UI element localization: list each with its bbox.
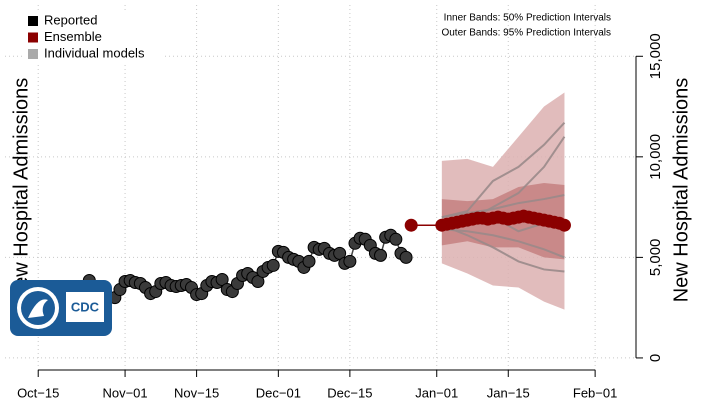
legend-label: Ensemble xyxy=(44,29,102,44)
y-tick-label: 5,000 xyxy=(647,239,664,277)
model-line xyxy=(441,194,565,219)
x-tick-label: Oct−15 xyxy=(17,385,59,400)
point xyxy=(557,218,571,232)
point xyxy=(266,258,280,272)
x-tick-label: Feb−01 xyxy=(573,385,617,400)
y-tick-label: 0 xyxy=(647,354,664,362)
y-axis-label: New Hospital Admissions xyxy=(10,78,32,303)
hhs-eagle xyxy=(28,299,48,318)
x-tick-label: Dec−15 xyxy=(327,385,372,400)
annotation: Inner Bands: 50% Prediction Intervals xyxy=(444,13,611,24)
model-line xyxy=(441,224,565,273)
legend-label: Individual models xyxy=(44,45,145,60)
point xyxy=(333,246,347,260)
point xyxy=(399,250,413,264)
legend-background xyxy=(24,10,164,62)
annotation: Outer Bands: 95% Prediction Intervals xyxy=(441,28,611,39)
point xyxy=(302,254,316,268)
x-tick-label: Nov−15 xyxy=(174,385,219,400)
point xyxy=(404,218,418,232)
point xyxy=(251,275,265,289)
cdc-box xyxy=(66,292,104,322)
legend-label: Reported xyxy=(44,12,97,27)
model-line xyxy=(441,228,565,259)
cdc-text: CDC xyxy=(71,299,100,314)
point xyxy=(389,232,403,246)
x-tick-label: Jan−01 xyxy=(415,385,458,400)
point xyxy=(343,254,357,268)
y-tick-label: 15,000 xyxy=(647,33,664,79)
x-tick-label: Nov−01 xyxy=(102,385,147,400)
point xyxy=(215,273,229,287)
x-tick-label: Dec−01 xyxy=(256,385,301,400)
y-axis-label: New Hospital Admissions xyxy=(670,78,692,303)
legend-swatch xyxy=(28,16,38,26)
point xyxy=(374,248,388,262)
x-tick-label: Jan−15 xyxy=(487,385,530,400)
y-tick-label: 10,000 xyxy=(647,134,664,180)
model-line xyxy=(441,121,566,219)
legend-swatch xyxy=(28,32,38,43)
legend-swatch xyxy=(28,49,38,59)
